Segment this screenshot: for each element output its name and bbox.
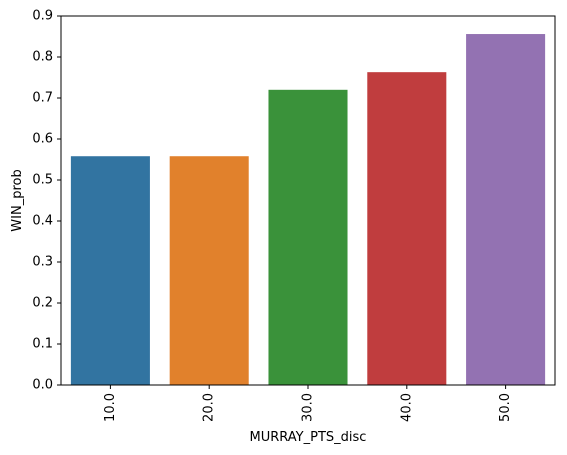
bar-40.0: [367, 72, 447, 386]
bar-50.0: [466, 34, 546, 385]
x-tick-label: 20.0: [202, 393, 217, 422]
y-tick-label: 0.4: [32, 214, 53, 229]
x-tick-label: 10.0: [103, 393, 118, 422]
x-tick-label: 30.0: [301, 393, 316, 422]
y-tick-label: 0.0: [32, 378, 53, 393]
y-axis-label: WIN_prob: [10, 169, 25, 231]
x-tick-label: 40.0: [399, 393, 414, 422]
x-axis-ticks: 10.0 20.0 30.0 40.0 50.0: [103, 385, 513, 422]
x-tick-label: 50.0: [498, 393, 513, 422]
bars-group: [70, 34, 546, 386]
y-tick-label: 0.5: [32, 173, 53, 188]
y-tick-label: 0.6: [32, 132, 53, 147]
y-tick-label: 0.2: [32, 296, 53, 311]
y-tick-label: 0.3: [32, 255, 53, 270]
y-tick-label: 0.7: [32, 91, 53, 106]
bar-20.0: [169, 156, 249, 385]
y-axis-ticks: 0.0 0.1 0.2 0.3 0.4 0.5 0.6 0.7 0.8 0.9: [32, 9, 61, 393]
y-tick-label: 0.9: [32, 9, 53, 24]
bar-10.0: [70, 156, 150, 385]
bar-30.0: [268, 89, 348, 386]
y-tick-label: 0.8: [32, 50, 53, 65]
plot-area-frame: [60, 15, 556, 386]
x-axis-label: MURRAY_PTS_disc: [250, 430, 367, 445]
y-tick-label: 0.1: [32, 337, 53, 352]
